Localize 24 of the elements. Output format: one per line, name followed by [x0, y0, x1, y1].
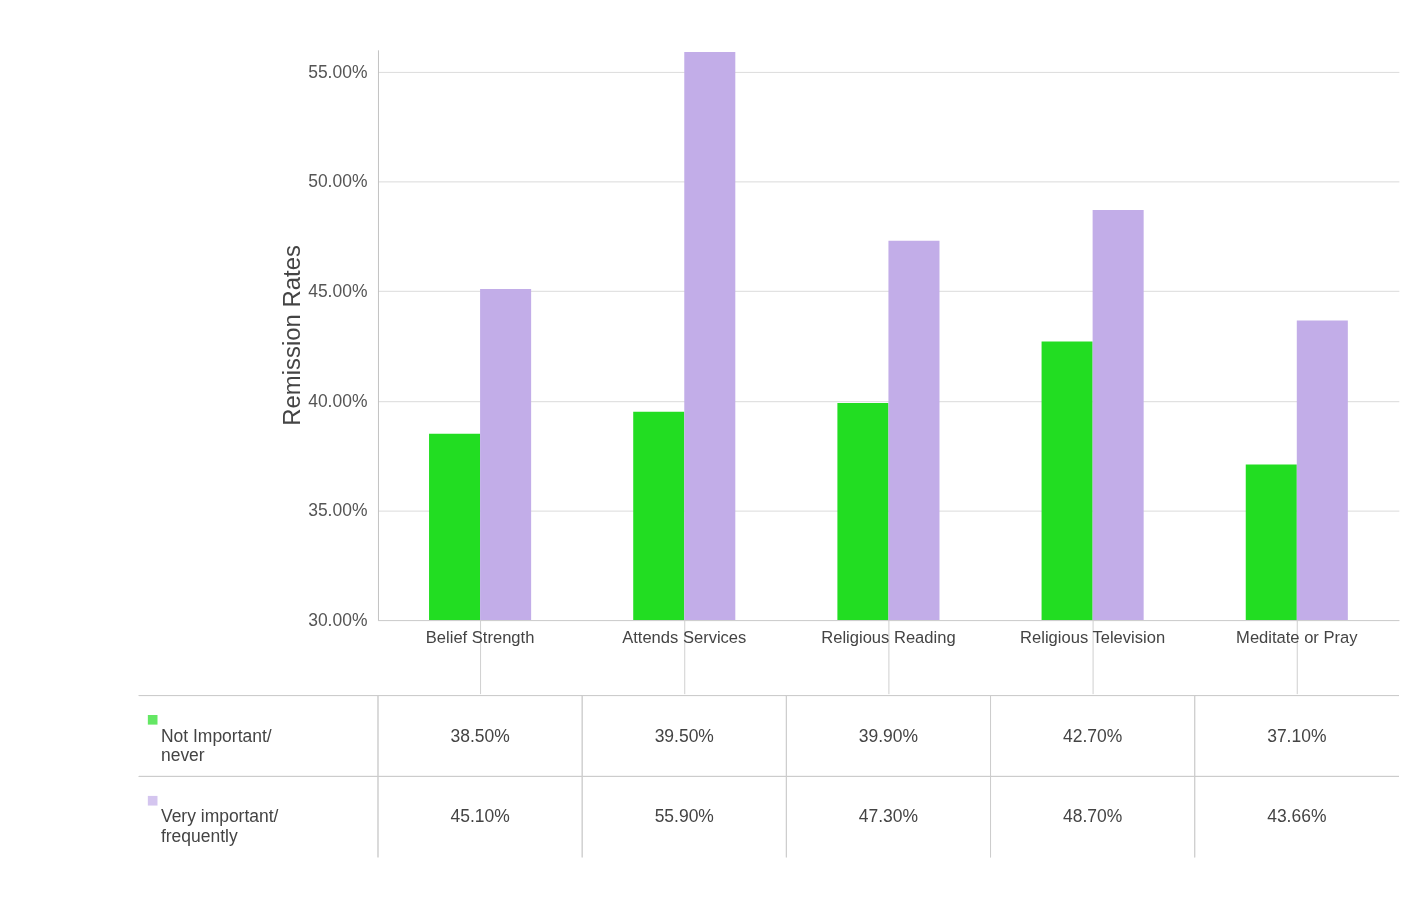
y-tick-label: 35.00%: [308, 500, 368, 521]
y-tick-label: 40.00%: [308, 390, 368, 411]
y-tick-label: 45.00%: [308, 281, 368, 302]
x-tick-label: Meditate or Pray: [1236, 627, 1359, 647]
data-label: 42.70%: [1062, 725, 1123, 746]
x-tick-label: Religious Television: [1020, 627, 1166, 647]
x-tick-label: Attends Services: [622, 627, 747, 647]
legend-label: Not Important/ never: [160, 725, 272, 765]
y-axis-title: Remission Rates: [277, 245, 305, 426]
data-label: 47.30%: [858, 806, 919, 827]
data-label: 39.50%: [654, 725, 714, 746]
data-label: 37.10%: [1267, 725, 1327, 746]
data-label: 48.70%: [1062, 806, 1123, 827]
data-label: 43.66%: [1267, 806, 1327, 827]
data-label: 38.50%: [450, 725, 510, 746]
data-label: 55.90%: [654, 806, 714, 827]
data-label: 45.10%: [450, 806, 510, 827]
y-tick-label: 55.00%: [308, 61, 368, 82]
x-tick-label: Belief Strength: [425, 627, 535, 647]
data-label: 39.90%: [858, 725, 919, 746]
y-tick-label: 30.00%: [308, 610, 368, 631]
x-tick-label: Religious Reading: [821, 627, 956, 647]
legend-label: Very important/ frequently: [160, 806, 279, 846]
y-tick-label: 50.00%: [308, 171, 368, 192]
